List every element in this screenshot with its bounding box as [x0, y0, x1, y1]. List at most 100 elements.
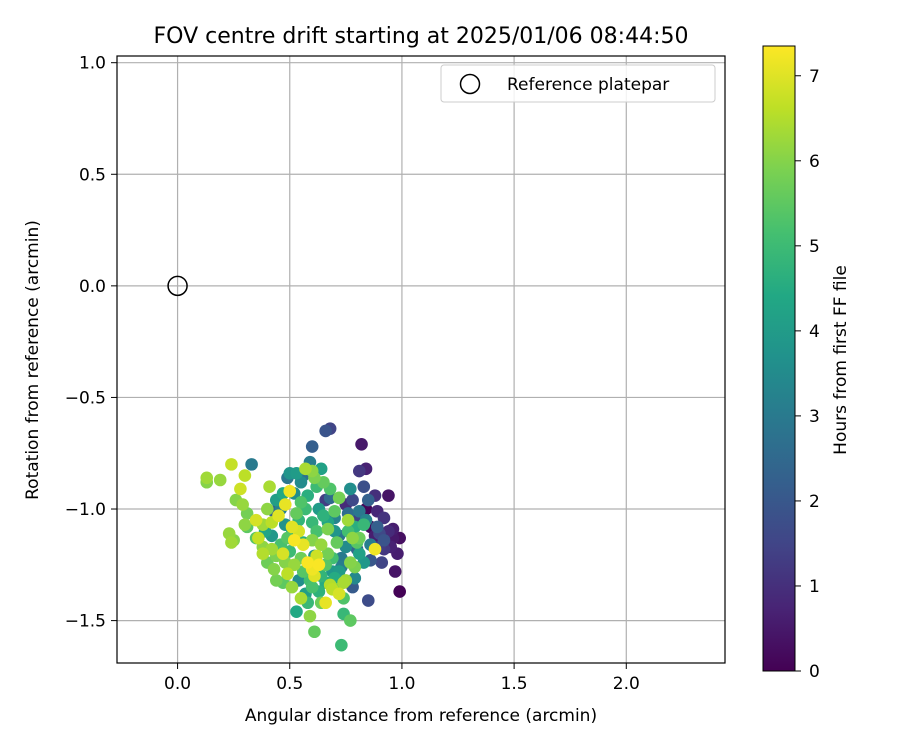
x-tick-label: 0.5: [276, 674, 303, 694]
data-point: [353, 464, 366, 478]
data-point: [382, 489, 395, 502]
data-points: [200, 422, 406, 652]
data-point: [281, 567, 294, 581]
colorbar: [762, 45, 796, 672]
data-point: [321, 547, 335, 560]
y-tick-label: −1.0: [65, 500, 106, 520]
reference-circle: [167, 275, 188, 297]
plot-frame: [116, 55, 726, 664]
data-point: [370, 520, 384, 534]
data-point: [368, 542, 382, 556]
data-point: [377, 511, 391, 525]
data-point: [225, 458, 238, 471]
colorbar-tick-label: 1: [809, 577, 820, 597]
data-point: [294, 591, 308, 605]
colorbar-tick-label: 3: [809, 407, 820, 427]
data-point: [377, 533, 391, 547]
data-point: [319, 424, 332, 438]
data-point: [256, 547, 270, 560]
data-point: [346, 531, 359, 545]
data-point: [312, 558, 326, 572]
x-tick-label: 2.0: [613, 674, 640, 694]
data-point: [375, 556, 389, 569]
data-point: [225, 536, 238, 549]
chart-title: FOV centre drift starting at 2025/01/06 …: [154, 24, 689, 49]
data-point: [272, 509, 285, 523]
y-tick-label: 1.0: [79, 54, 106, 74]
y-tick-label: −1.5: [65, 612, 106, 632]
data-point: [283, 484, 297, 498]
legend: Reference platepar: [440, 64, 716, 103]
data-point: [294, 496, 308, 509]
x-tick-label: 1.0: [388, 674, 415, 694]
colorbar-tick-label: 2: [809, 492, 820, 512]
data-point: [245, 458, 258, 471]
data-point: [344, 614, 357, 627]
data-point: [361, 594, 375, 607]
data-point: [261, 502, 274, 516]
colorbar-tick-label: 4: [809, 322, 820, 342]
y-axis-ticks: −1.5 −1.0 −0.5 0.0 0.5 1.0: [65, 54, 117, 632]
data-point: [213, 473, 227, 487]
data-point: [355, 438, 368, 451]
data-point: [305, 580, 319, 594]
data-point: [299, 462, 312, 476]
grid-lines: [117, 56, 725, 663]
data-point: [290, 507, 303, 520]
data-point: [200, 471, 214, 485]
data-point: [249, 513, 263, 527]
data-point: [303, 609, 317, 623]
data-point: [285, 520, 299, 534]
y-tick-label: −0.5: [65, 388, 106, 408]
data-point: [287, 558, 301, 572]
x-tick-label: 0.0: [164, 674, 191, 694]
data-point: [285, 580, 299, 594]
y-axis-label: Rotation from reference (arcmin): [23, 220, 43, 500]
data-point: [236, 498, 249, 511]
colorbar-tick-label: 0: [809, 662, 820, 682]
data-point: [252, 531, 265, 545]
y-tick-label: 0.0: [79, 277, 106, 297]
data-point: [234, 482, 247, 496]
colorbar-tick-label: 5: [809, 237, 820, 257]
data-point: [353, 547, 366, 560]
data-point: [328, 504, 341, 518]
x-tick-label: 1.5: [501, 674, 528, 694]
data-point: [357, 518, 371, 531]
data-point: [393, 585, 406, 598]
data-point: [346, 493, 359, 507]
data-point: [287, 533, 301, 547]
data-point: [344, 482, 357, 496]
data-point: [238, 518, 252, 531]
data-point: [301, 556, 315, 569]
data-point: [263, 480, 276, 494]
data-point: [317, 509, 330, 523]
colorbar-tick-label: 7: [809, 67, 820, 87]
data-point: [314, 538, 328, 552]
legend-label-reference: Reference platepar: [507, 75, 669, 95]
colorbar-ticks: 0 1 2 3 4 5 6 7: [795, 67, 820, 682]
data-point: [321, 522, 335, 536]
data-point: [332, 491, 346, 505]
legend-marker-reference: [459, 73, 481, 95]
data-point: [344, 556, 357, 569]
data-point: [388, 565, 402, 578]
legend-box: [440, 64, 716, 103]
data-point: [332, 587, 346, 601]
data-point: [269, 574, 283, 587]
data-point: [361, 493, 375, 507]
colorbar-tick-label: 6: [809, 152, 820, 172]
x-axis-ticks: 0.0 0.5 1.0 1.5 2.0: [164, 663, 640, 694]
data-point: [337, 576, 350, 589]
data-point: [238, 469, 252, 482]
data-point: [353, 504, 366, 518]
data-point: [305, 440, 319, 453]
data-point: [330, 536, 344, 549]
reference-platepar-marker: [167, 275, 188, 297]
data-point: [357, 480, 371, 494]
colorbar-label: Hours from first FF file: [831, 265, 851, 455]
data-point: [335, 638, 348, 652]
data-point: [267, 562, 281, 576]
x-axis-label: Angular distance from reference (arcmin): [245, 706, 597, 726]
